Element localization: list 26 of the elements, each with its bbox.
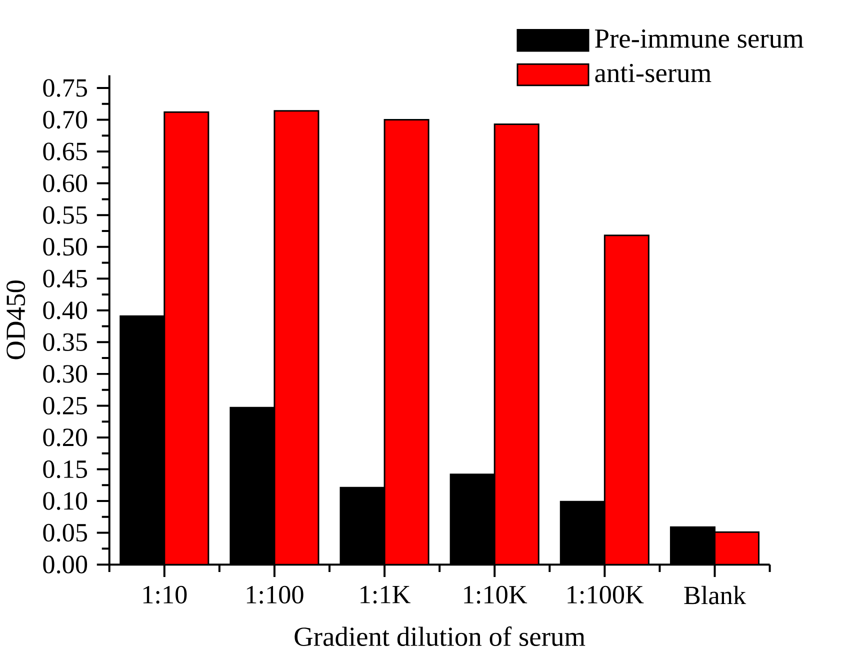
legend-label: Pre-immune serum xyxy=(595,30,804,48)
y-tick-label: 0.50 xyxy=(43,238,88,256)
x-axis-title: Gradient dilution of serum xyxy=(294,626,586,646)
y-tick-label: 0.20 xyxy=(43,428,88,447)
y-tick-label: 0.10 xyxy=(43,492,88,510)
y-tick-label: 0.60 xyxy=(43,174,88,192)
x-tick-label: 1:100K xyxy=(568,586,644,604)
y-tick-label: 0.75 xyxy=(43,79,88,98)
x-tick-label: Blank xyxy=(684,586,746,605)
y-tick-label: 0.25 xyxy=(43,397,88,415)
y-axis-title: OD450 xyxy=(6,280,26,360)
y-tick-label: 0.65 xyxy=(43,142,88,161)
x-tick-label: 1:1K xyxy=(360,586,410,604)
y-tick-label: 0.30 xyxy=(43,365,88,384)
y-tick-label: 0.45 xyxy=(43,270,88,288)
x-tick-label: 1:10K xyxy=(464,586,528,604)
y-tick-label: 0.40 xyxy=(43,302,88,320)
y-tick-label: 0.15 xyxy=(43,460,88,478)
legend-label: anti-serum xyxy=(595,64,712,82)
x-tick-label: 1:100 xyxy=(246,586,304,604)
x-tick-label: 1:10 xyxy=(143,586,187,604)
y-tick-label: 0.00 xyxy=(43,556,88,574)
y-tick-label: 0.05 xyxy=(43,524,88,542)
y-tick-label: 0.70 xyxy=(43,111,88,129)
y-tick-label: 0.55 xyxy=(43,206,88,224)
y-tick-label: 0.35 xyxy=(43,334,88,352)
